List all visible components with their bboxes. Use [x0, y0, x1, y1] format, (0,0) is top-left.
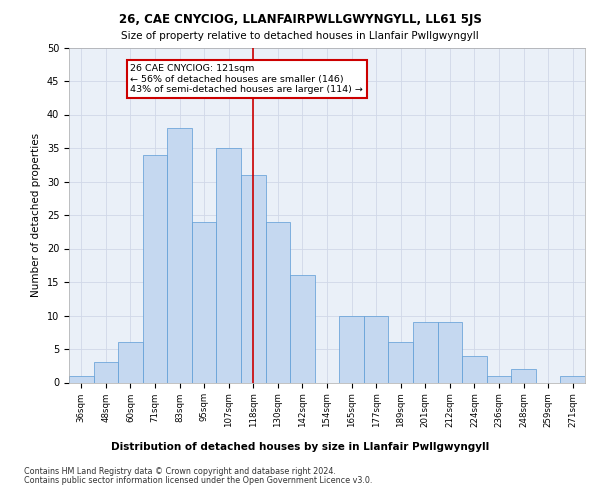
- Bar: [413, 322, 437, 382]
- Bar: [241, 175, 266, 382]
- Bar: [364, 316, 388, 382]
- Bar: [437, 322, 462, 382]
- Bar: [94, 362, 118, 382]
- Bar: [511, 369, 536, 382]
- Text: Size of property relative to detached houses in Llanfair Pwllgwyngyll: Size of property relative to detached ho…: [121, 31, 479, 41]
- Bar: [167, 128, 192, 382]
- Bar: [217, 148, 241, 382]
- Text: 26 CAE CNYCIOG: 121sqm
← 56% of detached houses are smaller (146)
43% of semi-de: 26 CAE CNYCIOG: 121sqm ← 56% of detached…: [130, 64, 364, 94]
- Bar: [69, 376, 94, 382]
- Bar: [290, 276, 315, 382]
- Bar: [266, 222, 290, 382]
- Bar: [118, 342, 143, 382]
- Bar: [192, 222, 217, 382]
- Bar: [143, 154, 167, 382]
- Bar: [487, 376, 511, 382]
- Bar: [388, 342, 413, 382]
- Y-axis label: Number of detached properties: Number of detached properties: [31, 133, 41, 297]
- Text: Contains HM Land Registry data © Crown copyright and database right 2024.: Contains HM Land Registry data © Crown c…: [24, 467, 336, 476]
- Text: 26, CAE CNYCIOG, LLANFAIRPWLLGWYNGYLL, LL61 5JS: 26, CAE CNYCIOG, LLANFAIRPWLLGWYNGYLL, L…: [119, 12, 481, 26]
- Bar: [560, 376, 585, 382]
- Bar: [339, 316, 364, 382]
- Bar: [462, 356, 487, 382]
- Text: Contains public sector information licensed under the Open Government Licence v3: Contains public sector information licen…: [24, 476, 373, 485]
- Text: Distribution of detached houses by size in Llanfair Pwllgwyngyll: Distribution of detached houses by size …: [111, 442, 489, 452]
